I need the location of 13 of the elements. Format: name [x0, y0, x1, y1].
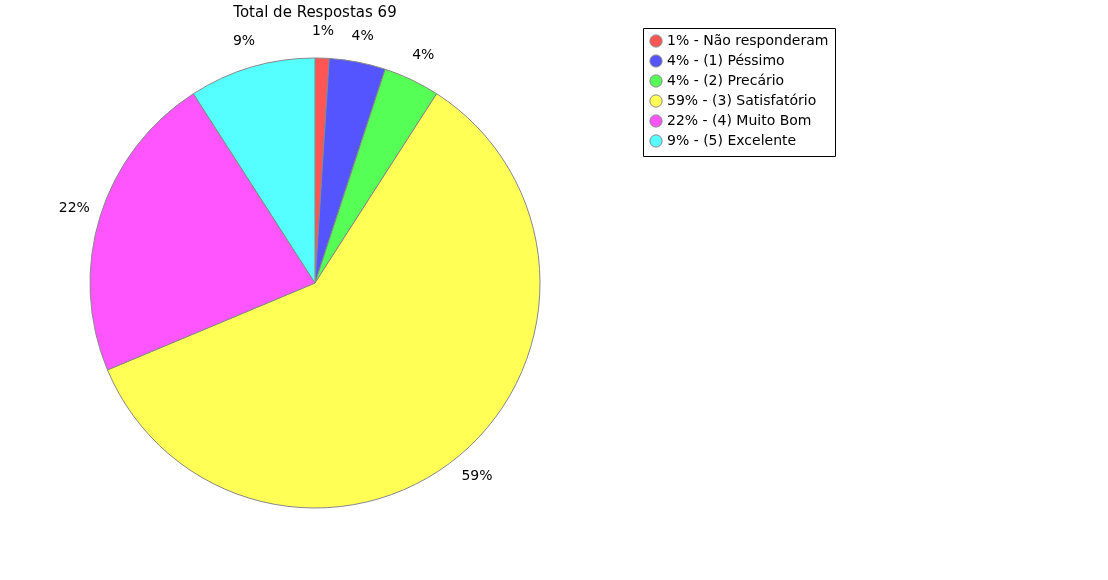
legend-label: 1% - Não responderam	[667, 32, 829, 48]
data-label: 1%	[311, 22, 335, 39]
chart-title: Total de Respostas 69	[232, 3, 397, 22]
legend-label: 22% - (4) Muito Bom	[667, 112, 812, 128]
data-label: 9%	[232, 32, 256, 49]
data-label: 4%	[412, 46, 435, 63]
legend-label: 4% - (1) Péssimo	[667, 52, 785, 68]
legend-label: 9% - (5) Excelente	[667, 132, 797, 148]
data-label: 22%	[58, 199, 90, 216]
data-label: 4%	[351, 26, 374, 43]
legend-label: 4% - (2) Precário	[667, 72, 785, 88]
legend-label: 59% - (3) Satisfatório	[667, 92, 817, 108]
data-label: 59%	[461, 467, 493, 484]
